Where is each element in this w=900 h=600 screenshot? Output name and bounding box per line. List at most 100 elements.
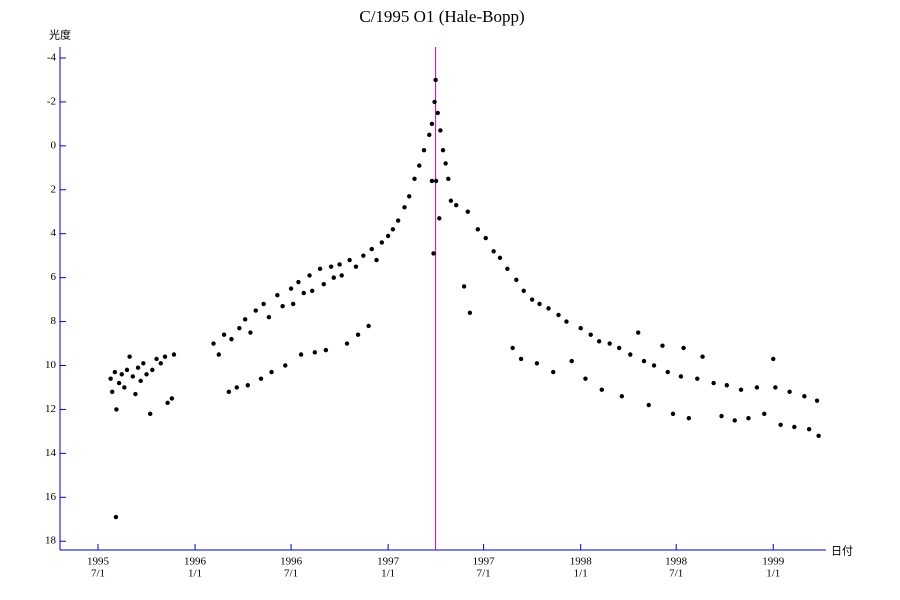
data-point	[242, 317, 248, 322]
data-point	[437, 216, 442, 221]
x-tick-label: 1/1	[381, 568, 395, 580]
data-point	[390, 227, 396, 232]
x-tick-label: 1/1	[766, 568, 780, 580]
data-point	[746, 416, 751, 421]
x-tick-label: 1997	[473, 556, 496, 568]
data-point	[114, 407, 119, 412]
data-point	[607, 341, 612, 346]
data-point	[802, 394, 807, 399]
data-point	[635, 330, 641, 335]
data-point	[461, 284, 467, 289]
data-point	[483, 235, 488, 241]
data-point	[407, 194, 412, 199]
data-point	[732, 418, 737, 423]
data-point	[599, 387, 604, 392]
data-point	[119, 372, 124, 377]
data-point	[234, 385, 239, 390]
y-tick-label: 12	[45, 403, 56, 415]
data-point	[317, 266, 323, 272]
data-point	[778, 422, 783, 427]
data-point	[138, 378, 143, 384]
data-point	[762, 411, 767, 417]
x-tick-label: 1/1	[574, 568, 588, 580]
data-point	[814, 398, 820, 403]
data-point	[619, 394, 625, 399]
data-point	[678, 374, 684, 379]
y-tick-label: 0	[51, 139, 57, 151]
data-point	[556, 312, 561, 318]
x-tick-label: 1997	[377, 556, 400, 568]
data-point	[211, 341, 216, 346]
data-point	[258, 376, 264, 381]
data-point	[497, 255, 503, 261]
data-point	[453, 202, 459, 208]
data-point	[588, 332, 593, 337]
data-point	[124, 367, 130, 373]
data-point	[787, 389, 792, 395]
data-point	[521, 288, 526, 294]
data-point	[443, 161, 448, 166]
data-point	[298, 352, 304, 357]
data-point	[421, 148, 427, 153]
x-tick-label: 1998	[570, 556, 593, 568]
y-tick-label: 4	[51, 227, 57, 239]
y-tick-label: 6	[51, 271, 57, 283]
data-point	[150, 367, 155, 373]
data-point	[446, 176, 451, 181]
data-point	[402, 205, 407, 210]
chart-title: C/1995 O1 (Hale-Bopp)	[359, 7, 524, 26]
data-point	[169, 396, 175, 401]
data-point	[344, 341, 350, 346]
y-tick-label: 14	[45, 447, 57, 459]
x-tick-label: 1996	[184, 556, 207, 568]
data-point	[165, 400, 170, 406]
data-point	[467, 310, 473, 315]
data-point	[283, 363, 288, 368]
data-point	[395, 218, 401, 223]
data-point	[110, 389, 115, 395]
data-point	[491, 249, 496, 254]
x-tick-label: 1996	[280, 556, 303, 568]
data-point	[583, 376, 588, 381]
data-point	[564, 319, 569, 324]
data-point	[288, 286, 294, 291]
data-point	[290, 301, 296, 307]
data-point	[130, 374, 136, 379]
data-point	[353, 264, 359, 269]
y-tick-label: 10	[45, 359, 57, 371]
data-point	[711, 380, 716, 386]
data-point	[529, 297, 535, 302]
data-point	[135, 365, 141, 370]
x-tick-label: 1999	[762, 556, 785, 568]
data-point	[537, 301, 542, 307]
data-point	[738, 387, 744, 392]
data-point	[719, 413, 724, 419]
x-tick-label: 7/1	[284, 568, 298, 580]
data-point	[366, 323, 371, 329]
data-point	[440, 148, 446, 153]
data-point	[518, 356, 524, 362]
data-point	[216, 352, 221, 357]
x-tick-label: 1998	[665, 556, 688, 568]
data-point	[337, 262, 342, 267]
data-point	[141, 361, 146, 366]
data-point	[475, 227, 481, 232]
data-point	[355, 332, 361, 337]
data-point	[374, 257, 379, 263]
y-tick-label: -2	[47, 95, 56, 107]
data-point	[429, 121, 435, 127]
data-point	[617, 345, 622, 351]
data-point	[328, 264, 334, 269]
y-tick-label: 2	[51, 183, 57, 195]
data-point	[253, 308, 258, 313]
data-point	[792, 424, 797, 430]
data-point	[245, 383, 251, 388]
data-point	[417, 163, 422, 168]
data-point	[651, 363, 657, 368]
data-point	[551, 369, 556, 375]
data-point	[806, 426, 812, 432]
x-tick-label: 7/1	[91, 568, 105, 580]
data-point	[162, 354, 168, 359]
data-point	[569, 358, 574, 364]
